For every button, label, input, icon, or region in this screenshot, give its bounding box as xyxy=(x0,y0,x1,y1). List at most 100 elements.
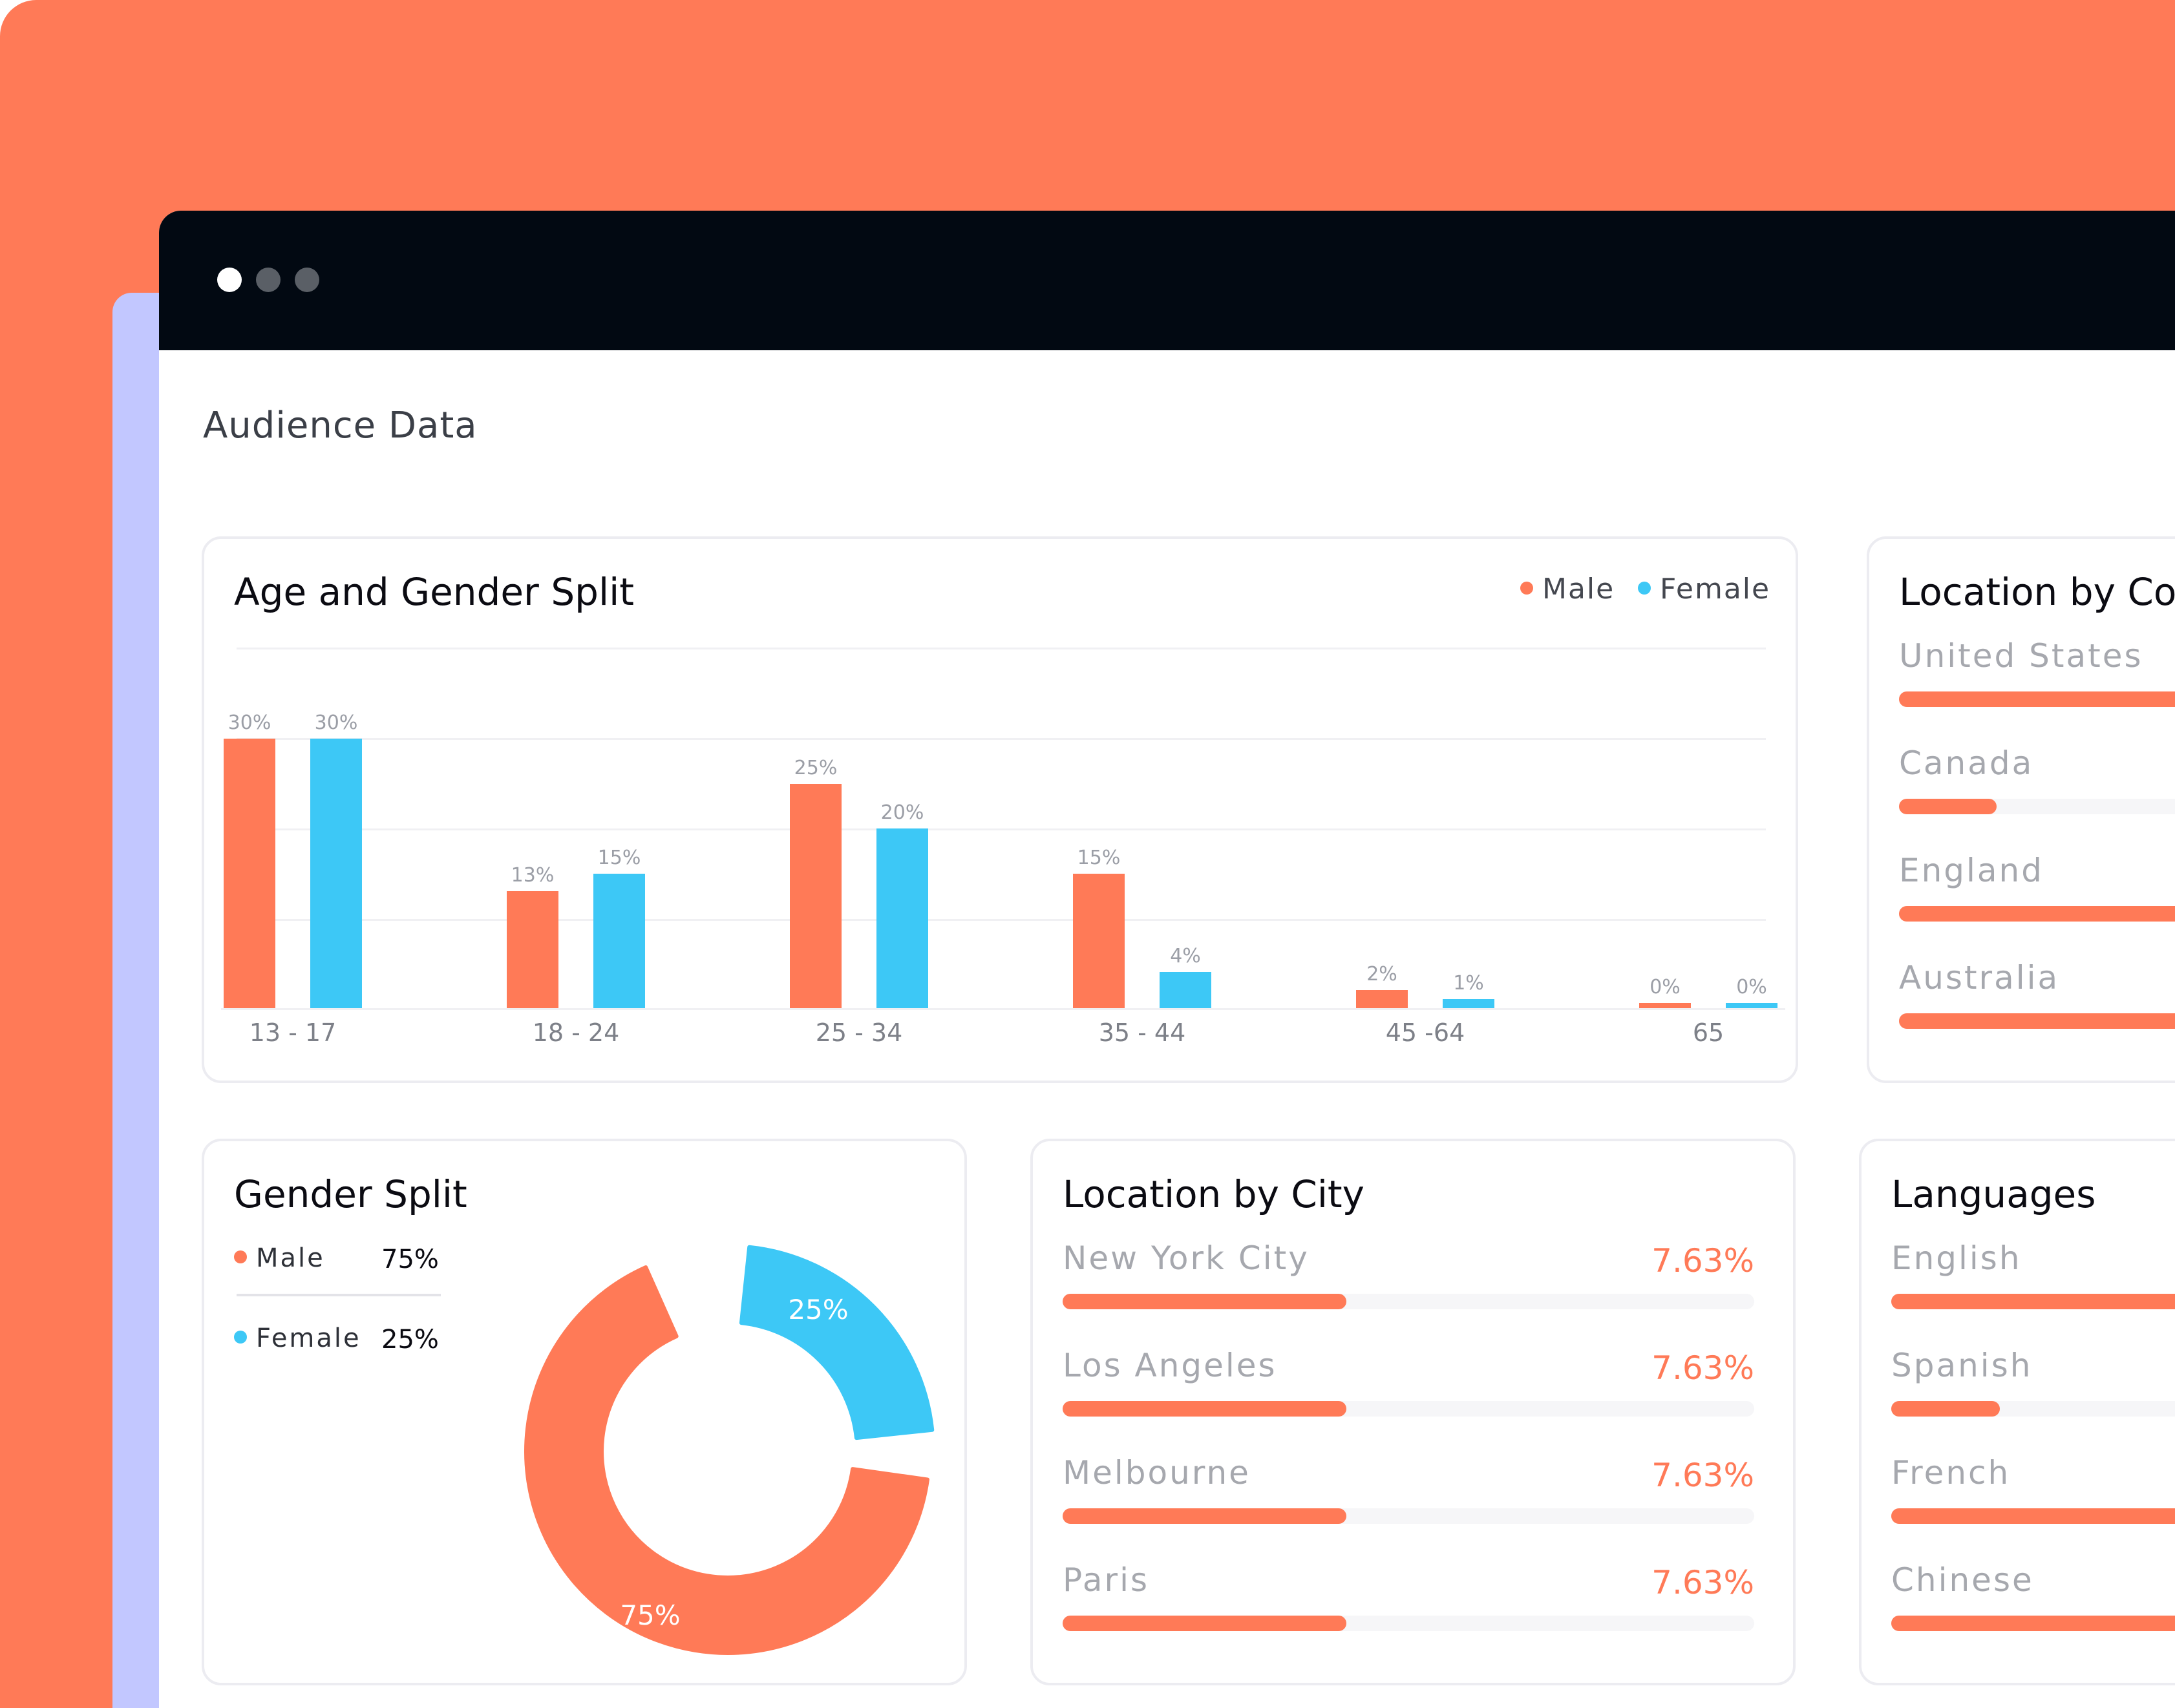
progress-track xyxy=(1891,1294,2175,1309)
legend-male[interactable]: Male xyxy=(1520,573,1615,606)
category-label: 25 - 34 xyxy=(815,1018,903,1047)
window-dot-2[interactable] xyxy=(256,268,281,292)
female-bar[interactable] xyxy=(593,873,645,1008)
location-country-title: Location by Co xyxy=(1899,570,2175,614)
legend-female-dot xyxy=(1638,582,1651,595)
gender-split-card: Gender Split Male 75% Female 25% 75% 25% xyxy=(202,1139,967,1685)
bar-value-label: 30% xyxy=(314,712,358,734)
male-bar[interactable] xyxy=(224,739,275,1008)
languages-label: French xyxy=(1891,1454,2011,1492)
languages-card: Languages English Spanish French Chinese xyxy=(1859,1139,2175,1685)
window-dot-3[interactable] xyxy=(295,268,319,292)
bar-value-label: 15% xyxy=(1077,846,1121,869)
bar-value-label: 0% xyxy=(1650,976,1681,998)
female-bar[interactable] xyxy=(310,739,362,1008)
bar-value-label: 30% xyxy=(228,712,271,734)
location-city-card: Location by City New York City 7.63% Los A… xyxy=(1030,1139,1796,1685)
legend-female[interactable]: Female xyxy=(1638,573,1770,606)
progress-track xyxy=(1063,1294,1754,1309)
progress-track xyxy=(1899,1013,2175,1029)
location-city-label: Los Angeles xyxy=(1063,1347,1277,1384)
progress-fill xyxy=(1891,1616,2175,1631)
progress-track xyxy=(1063,1616,1754,1631)
progress-track xyxy=(1063,1401,1754,1417)
male-bar[interactable] xyxy=(1356,990,1408,1008)
bar-value-label: 2% xyxy=(1366,963,1397,986)
category-label: 65 xyxy=(1692,1018,1724,1047)
languages-label: Chinese xyxy=(1891,1561,2034,1599)
category-label: 13 - 17 xyxy=(249,1018,337,1047)
grid-line xyxy=(237,738,1766,740)
progress-fill xyxy=(1899,906,2175,922)
window-titlebar xyxy=(159,211,2175,350)
languages-title: Languages xyxy=(1891,1172,2096,1216)
gender-male-legend: Male xyxy=(234,1243,325,1273)
grid-baseline xyxy=(221,1008,1785,1010)
location-city-label: Melbourne xyxy=(1063,1454,1251,1492)
progress-track xyxy=(1891,1401,2175,1417)
window-dot-1[interactable] xyxy=(217,268,242,292)
bar-value-label: 20% xyxy=(880,801,924,824)
location-city-value: 7.63% xyxy=(1651,1242,1754,1280)
progress-track xyxy=(1891,1616,2175,1631)
age-gender-title: Age and Gender Split xyxy=(234,570,634,614)
gender-donut-chart: 75% 25% xyxy=(524,1245,935,1655)
page-title: Audience Data xyxy=(203,405,478,447)
app-window: Audience Data Age and Gender Split Male … xyxy=(159,211,2175,1708)
location-country-label: Australia xyxy=(1899,959,2060,996)
legend-male-dot xyxy=(1520,582,1533,595)
gender-male-label: Male xyxy=(256,1243,325,1273)
location-city-label: New York City xyxy=(1063,1239,1310,1277)
progress-fill xyxy=(1899,1013,2175,1029)
legend-male-label: Male xyxy=(1542,573,1615,606)
bar-value-label: 1% xyxy=(1453,972,1484,995)
category-label: 45 -64 xyxy=(1385,1018,1465,1047)
category-label: 18 - 24 xyxy=(532,1018,620,1047)
location-city-value: 7.63% xyxy=(1651,1457,1754,1494)
location-country-label: Canada xyxy=(1899,744,2034,782)
bar-value-label: 15% xyxy=(597,846,641,869)
female-donut-segment[interactable] xyxy=(739,1245,935,1440)
location-city-title: Location by City xyxy=(1063,1172,1365,1216)
male-bar[interactable] xyxy=(1073,873,1125,1008)
gender-divider xyxy=(237,1294,441,1296)
category-label: 35 - 44 xyxy=(1098,1018,1186,1047)
female-bar[interactable] xyxy=(1443,999,1494,1008)
female-dot xyxy=(234,1331,247,1344)
gender-male-value: 75% xyxy=(381,1245,439,1274)
progress-fill xyxy=(1063,1508,1346,1524)
female-donut-label: 25% xyxy=(788,1294,848,1325)
location-country-label: England xyxy=(1899,852,2044,889)
progress-fill xyxy=(1891,1401,2000,1417)
bar-value-label: 25% xyxy=(794,756,838,779)
male-bar[interactable] xyxy=(1639,1003,1691,1008)
progress-fill xyxy=(1891,1508,2175,1524)
bar-value-label: 13% xyxy=(511,864,555,887)
bar-value-label: 0% xyxy=(1736,976,1767,998)
male-bar[interactable] xyxy=(790,783,842,1008)
female-bar[interactable] xyxy=(1160,972,1211,1008)
female-bar[interactable] xyxy=(876,828,928,1008)
location-city-label: Paris xyxy=(1063,1561,1150,1599)
grid-line xyxy=(237,648,1766,649)
progress-fill xyxy=(1063,1294,1346,1309)
languages-label: Spanish xyxy=(1891,1347,2033,1384)
location-city-value: 7.63% xyxy=(1651,1564,1754,1601)
gender-female-legend: Female xyxy=(234,1323,361,1353)
progress-fill xyxy=(1899,799,1997,814)
location-country-label: United States xyxy=(1899,637,2143,675)
female-bar[interactable] xyxy=(1726,1003,1777,1008)
location-city-value: 7.63% xyxy=(1651,1349,1754,1387)
male-donut-label: 75% xyxy=(620,1599,680,1631)
progress-fill xyxy=(1891,1294,2175,1309)
progress-fill xyxy=(1899,691,2175,707)
progress-fill xyxy=(1063,1616,1346,1631)
male-donut-segment[interactable] xyxy=(524,1265,929,1655)
grid-line xyxy=(237,828,1766,830)
location-country-card: Location by Co United States Canada Englan… xyxy=(1867,536,2175,1083)
gender-female-value: 25% xyxy=(381,1325,439,1355)
progress-track xyxy=(1899,691,2175,707)
progress-track xyxy=(1063,1508,1754,1524)
male-bar[interactable] xyxy=(507,891,558,1008)
gender-split-title: Gender Split xyxy=(234,1172,467,1216)
